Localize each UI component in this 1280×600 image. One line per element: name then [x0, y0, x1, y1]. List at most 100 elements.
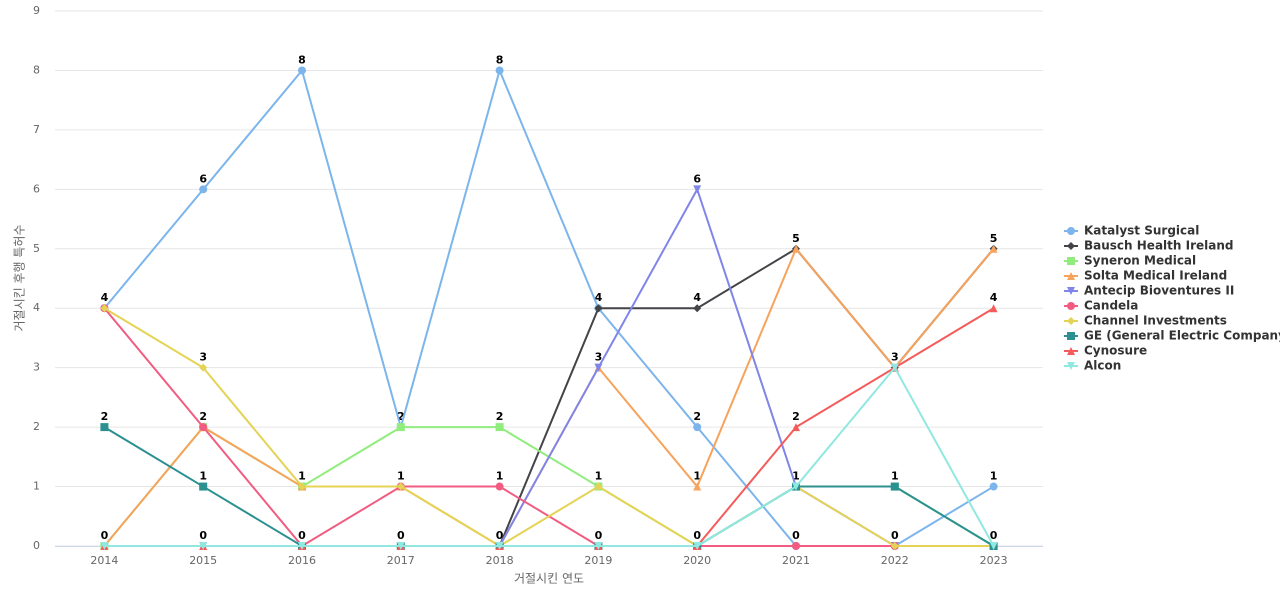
data-label: 2	[496, 410, 504, 423]
legend-item: Bausch Health Ireland	[1064, 239, 1233, 253]
marker	[792, 482, 800, 491]
data-label: 0	[298, 529, 306, 542]
data-label: 0	[891, 529, 899, 542]
series	[100, 244, 998, 550]
data-label: 2	[693, 410, 701, 423]
marker	[890, 482, 899, 491]
marker	[693, 185, 702, 194]
y-tick-label: 9	[33, 4, 40, 17]
marker	[199, 185, 208, 194]
marker	[594, 542, 603, 550]
x-tick-label: 2015	[189, 554, 217, 567]
legend-item: Cynosure	[1064, 344, 1147, 358]
marker	[396, 423, 405, 432]
series-line	[104, 365, 995, 547]
data-label: 1	[792, 470, 800, 483]
data-label: 5	[990, 232, 998, 245]
data-label: 0	[990, 529, 998, 542]
series-line	[103, 307, 994, 548]
legend-label: Alcon	[1084, 359, 1121, 373]
marker	[199, 363, 208, 372]
marker	[792, 244, 800, 253]
data-label: 1	[199, 470, 207, 483]
marker	[396, 542, 405, 550]
legend-marker	[1067, 302, 1075, 310]
data-label: 6	[693, 172, 701, 185]
marker	[495, 66, 504, 75]
data-label: 0	[397, 529, 405, 542]
legend-item: Syneron Medical	[1064, 254, 1196, 268]
data-label: 1	[990, 470, 998, 483]
series-line	[103, 246, 995, 548]
data-label: 3	[891, 351, 899, 364]
y-tick-label: 6	[33, 182, 40, 195]
x-tick-label: 2017	[387, 554, 415, 567]
data-label: 4	[693, 291, 701, 304]
legend-label: Solta Medical Ireland	[1084, 269, 1227, 283]
data-label: 8	[496, 53, 504, 66]
marker	[594, 363, 603, 372]
marker	[100, 542, 109, 550]
y-tick-label: 7	[33, 123, 40, 136]
data-label: 1	[891, 470, 899, 483]
legend-item: Antecip Bioventures II	[1064, 284, 1234, 298]
legend-item: GE (General Electric Company)	[1064, 329, 1280, 343]
marker	[100, 423, 109, 432]
data-label: 0	[595, 529, 603, 542]
legend-label: Cynosure	[1084, 344, 1147, 358]
data-label: 1	[397, 470, 405, 483]
legend-marker	[1067, 362, 1075, 370]
y-tick-label: 8	[33, 63, 40, 76]
legend-label: GE (General Electric Company)	[1084, 329, 1280, 343]
marker	[890, 363, 899, 372]
data-label: 1	[595, 470, 603, 483]
marker	[693, 423, 702, 432]
x-tick-label: 2020	[683, 554, 711, 567]
data-label: 0	[101, 529, 109, 542]
x-tick-label: 2019	[584, 554, 612, 567]
data-label: 0	[496, 529, 504, 542]
legend-marker	[1067, 257, 1075, 265]
marker	[594, 482, 603, 491]
data-label: 0	[792, 529, 800, 542]
marker	[594, 304, 603, 313]
legend-item: Candela	[1064, 299, 1138, 313]
legend-label: Candela	[1084, 299, 1138, 313]
marker	[989, 542, 998, 550]
marker	[396, 482, 405, 491]
legend-label: Bausch Health Ireland	[1084, 239, 1233, 253]
legend-marker	[1067, 242, 1075, 250]
y-tick-label: 1	[33, 480, 40, 493]
data-label: 1	[298, 470, 306, 483]
marker	[693, 482, 702, 491]
legend-label: Antecip Bioventures II	[1084, 284, 1234, 298]
series	[100, 363, 998, 550]
legend-item: Channel Investments	[1064, 314, 1227, 328]
data-label: 1	[693, 470, 701, 483]
data-label: 5	[792, 232, 800, 245]
x-tick-label: 2021	[782, 554, 810, 567]
data-label: 0	[199, 529, 207, 542]
y-axis-title: 거절시킨 후행 특허수	[12, 225, 27, 332]
data-label: 3	[595, 351, 603, 364]
x-tick-label: 2016	[288, 554, 316, 567]
marker	[495, 542, 504, 550]
marker	[693, 304, 702, 313]
y-tick-label: 2	[33, 420, 40, 433]
data-label: 6	[199, 172, 207, 185]
marker	[298, 66, 306, 75]
x-axis-title: 거절시킨 연도	[514, 572, 584, 586]
legend-item: Katalyst Surgical	[1064, 224, 1199, 238]
series-line	[104, 247, 995, 547]
legend-item: Solta Medical Ireland	[1064, 269, 1227, 283]
data-labels: 0 0 0 0 0 0 0 1 3 0 2 4 2 1 1 4 3 1 1 1 0 2 1 0 3 6 1 5 5 2 2 4 4 6 8 8 2 1	[100, 52, 999, 543]
marker	[298, 482, 306, 491]
legend-marker	[1067, 347, 1075, 355]
legend-label: Katalyst Surgical	[1084, 224, 1199, 238]
data-label: 4	[595, 291, 603, 304]
legend-marker	[1067, 317, 1075, 325]
marker	[989, 482, 998, 491]
marker	[989, 244, 998, 253]
legend-marker	[1067, 272, 1075, 280]
data-label: 2	[792, 410, 800, 423]
